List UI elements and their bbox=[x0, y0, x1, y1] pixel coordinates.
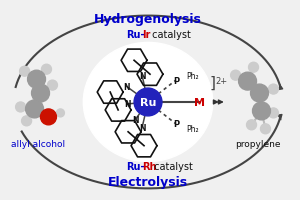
Text: propylene: propylene bbox=[235, 139, 280, 148]
Text: Rh: Rh bbox=[142, 161, 157, 171]
Text: Ph₂: Ph₂ bbox=[186, 71, 199, 80]
Text: N: N bbox=[132, 116, 138, 125]
Circle shape bbox=[20, 67, 30, 77]
Text: M: M bbox=[194, 97, 205, 107]
Circle shape bbox=[250, 85, 268, 102]
Text: Ru: Ru bbox=[140, 97, 156, 107]
Circle shape bbox=[248, 63, 259, 73]
Text: Ru-: Ru- bbox=[126, 30, 145, 40]
Circle shape bbox=[32, 85, 50, 102]
Text: ]: ] bbox=[210, 75, 216, 90]
Circle shape bbox=[260, 124, 270, 134]
Circle shape bbox=[16, 102, 26, 112]
Circle shape bbox=[41, 65, 52, 75]
Circle shape bbox=[268, 108, 278, 118]
Text: N: N bbox=[124, 100, 130, 109]
Circle shape bbox=[40, 109, 56, 125]
Text: Ir: Ir bbox=[142, 30, 150, 40]
Circle shape bbox=[28, 71, 46, 89]
Text: N: N bbox=[139, 71, 145, 80]
Circle shape bbox=[56, 109, 64, 117]
Text: Hydrogenolysis: Hydrogenolysis bbox=[94, 13, 202, 25]
Text: 2+: 2+ bbox=[216, 76, 228, 85]
Text: Ru-: Ru- bbox=[126, 161, 145, 171]
Text: P: P bbox=[173, 76, 179, 85]
Text: catalyst: catalyst bbox=[151, 161, 193, 171]
Text: N: N bbox=[123, 82, 129, 91]
Text: P: P bbox=[173, 120, 179, 129]
Text: catalyst: catalyst bbox=[149, 30, 191, 40]
Circle shape bbox=[253, 102, 270, 120]
Circle shape bbox=[47, 81, 57, 91]
Text: allyl alcohol: allyl alcohol bbox=[11, 139, 66, 148]
Text: N: N bbox=[139, 124, 145, 133]
Circle shape bbox=[231, 71, 241, 81]
Circle shape bbox=[134, 89, 162, 116]
Circle shape bbox=[22, 116, 32, 126]
Circle shape bbox=[247, 120, 256, 130]
Circle shape bbox=[238, 73, 256, 91]
Circle shape bbox=[26, 100, 44, 118]
Text: Electrolysis: Electrolysis bbox=[108, 176, 188, 188]
Circle shape bbox=[268, 85, 278, 95]
Ellipse shape bbox=[83, 43, 213, 162]
Text: Ph₂: Ph₂ bbox=[186, 125, 199, 134]
